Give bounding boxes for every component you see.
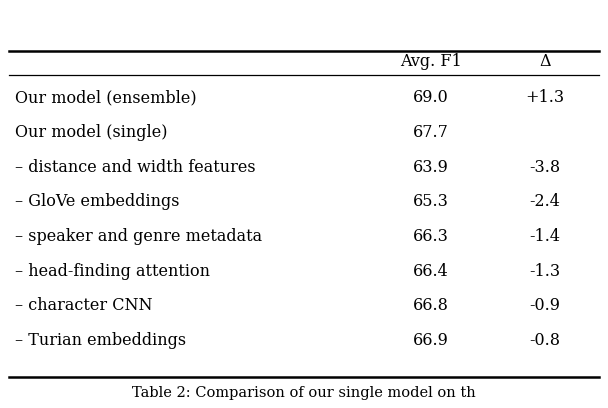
Text: Table 2: Comparison of our single model on th: Table 2: Comparison of our single model … xyxy=(132,386,476,400)
Text: -1.4: -1.4 xyxy=(530,228,561,245)
Text: – character CNN: – character CNN xyxy=(15,297,153,315)
Text: -0.8: -0.8 xyxy=(530,332,561,349)
Text: – head-finding attention: – head-finding attention xyxy=(15,263,210,280)
Text: – distance and width features: – distance and width features xyxy=(15,159,255,175)
Text: -1.3: -1.3 xyxy=(530,263,561,280)
Text: 66.3: 66.3 xyxy=(413,228,449,245)
Text: 63.9: 63.9 xyxy=(413,159,449,175)
Text: +1.3: +1.3 xyxy=(525,89,565,106)
Text: -0.9: -0.9 xyxy=(530,297,561,315)
Text: 69.0: 69.0 xyxy=(413,89,448,106)
Text: -3.8: -3.8 xyxy=(530,159,561,175)
Text: – speaker and genre metadata: – speaker and genre metadata xyxy=(15,228,262,245)
Text: 66.8: 66.8 xyxy=(413,297,449,315)
Text: 65.3: 65.3 xyxy=(413,193,449,211)
Text: – Turian embeddings: – Turian embeddings xyxy=(15,332,186,349)
Text: Our model (ensemble): Our model (ensemble) xyxy=(15,89,196,106)
Text: – GloVe embeddings: – GloVe embeddings xyxy=(15,193,179,211)
Text: 66.4: 66.4 xyxy=(413,263,448,280)
Text: Our model (single): Our model (single) xyxy=(15,124,167,141)
Text: Δ: Δ xyxy=(539,53,551,70)
Text: -2.4: -2.4 xyxy=(530,193,561,211)
Text: 67.7: 67.7 xyxy=(413,124,449,141)
Text: 66.9: 66.9 xyxy=(413,332,449,349)
Text: Avg. F1: Avg. F1 xyxy=(399,53,461,70)
